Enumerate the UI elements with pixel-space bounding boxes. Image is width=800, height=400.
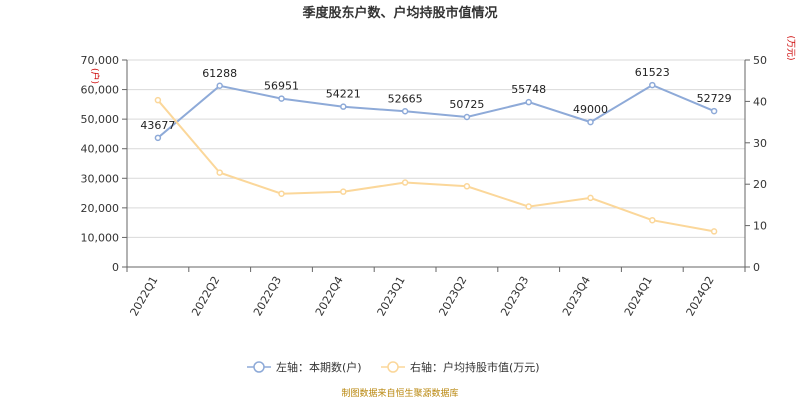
- data-point-right[interactable]: [154, 96, 162, 104]
- x-tick-label: 2022Q4: [313, 274, 346, 318]
- right-tick-label: 50: [753, 54, 767, 67]
- right-tick-label: 0: [753, 261, 760, 274]
- legend-label-left-series: 左轴：本期数(户): [276, 360, 362, 374]
- grid: [127, 59, 745, 268]
- data-point-right[interactable]: [278, 190, 285, 197]
- data-point-left[interactable]: [649, 81, 656, 89]
- data-point-left[interactable]: [463, 113, 471, 121]
- x-tick-label: 2023Q1: [375, 274, 408, 318]
- data-source-note: 制图数据来自恒生聚源数据库: [341, 387, 458, 399]
- left-tick-label: 20,000: [81, 202, 120, 215]
- right-tick-label: 20: [753, 178, 767, 191]
- data-label-left: 43677: [140, 119, 175, 132]
- legend-marker-left-series: [253, 361, 265, 373]
- right-tick-label: 30: [753, 137, 767, 150]
- left-axis-unit: (户): [89, 68, 101, 84]
- left-tick-label: 60,000: [81, 84, 120, 97]
- legend-marker-right-series: [387, 361, 399, 373]
- data-point-right[interactable]: [340, 188, 347, 195]
- data-point-left[interactable]: [587, 118, 594, 126]
- right-tick-label: 10: [753, 220, 767, 233]
- series-right: [154, 96, 718, 235]
- x-tick-label: 2024Q1: [622, 274, 655, 318]
- data-point-right[interactable]: [463, 183, 471, 190]
- data-label-left: 52729: [697, 92, 732, 105]
- data-label-left: 61288: [202, 67, 237, 80]
- data-point-right[interactable]: [649, 216, 656, 224]
- right-axis-ticks: 0 10 20 30 40 50: [753, 54, 767, 274]
- left-tick-label: 10,000: [81, 231, 120, 244]
- data-point-left[interactable]: [278, 95, 285, 102]
- data-point-left[interactable]: [340, 103, 347, 110]
- series-line-left: [157, 83, 715, 139]
- left-tick-label: 0: [112, 261, 119, 274]
- legend-item-left-series[interactable]: 左轴：本期数(户): [247, 360, 362, 374]
- data-point-right[interactable]: [216, 169, 223, 176]
- x-tick-label: 2022Q2: [189, 274, 222, 318]
- data-point-right[interactable]: [587, 194, 594, 202]
- data-label-left: 50725: [449, 98, 484, 111]
- legend-item-right-series[interactable]: 右轴：户均持股市值(万元): [381, 360, 540, 374]
- legend-label-right-series: 右轴：户均持股市值(万元): [410, 360, 540, 374]
- data-point-right[interactable]: [710, 228, 718, 235]
- x-tick-label: 2022Q3: [251, 274, 284, 318]
- series-left: 43677 61288 56951 54221 52665 50725 55748 49000…: [140, 66, 732, 142]
- x-axis-ticks: 2022Q1 2022Q2 2022Q3 2022Q4 2023Q1 2023Q2 2023…: [127, 274, 716, 318]
- chart-title: 季度股东户数、户均持股市值情况: [301, 5, 497, 21]
- x-tick-label: 2023Q3: [498, 274, 531, 318]
- data-point-right[interactable]: [525, 203, 532, 210]
- left-axis-ticks: 0 10,000 20,000 30,000 40,000 50,000 60,000 70,…: [81, 54, 120, 274]
- x-tick-label: 2024Q2: [684, 274, 717, 318]
- left-tick-label: 50,000: [81, 113, 120, 126]
- legend: 左轴：本期数(户) 右轴：户均持股市值(万元): [247, 360, 540, 374]
- left-tick-label: 40,000: [81, 143, 120, 156]
- data-label-left: 61523: [635, 66, 670, 79]
- data-point-left[interactable]: [525, 98, 532, 106]
- series-line-right: [157, 99, 715, 233]
- data-point-left[interactable]: [401, 108, 409, 115]
- series-layer: 43677 61288 56951 54221 52665 50725 55748 49000…: [140, 66, 732, 235]
- left-tick-label: 30,000: [81, 172, 120, 185]
- data-point-left[interactable]: [216, 82, 223, 90]
- left-tick-label: 70,000: [81, 54, 120, 67]
- data-point-left[interactable]: [154, 134, 162, 142]
- data-label-left: 55748: [511, 83, 546, 96]
- data-label-left: 56951: [264, 80, 299, 93]
- right-axis-unit: (万元): [785, 35, 795, 60]
- x-tick-label: 2023Q2: [436, 274, 469, 318]
- right-tick-label: 40: [753, 95, 767, 108]
- data-label-left: 49000: [573, 103, 608, 116]
- x-tick-label: 2023Q4: [560, 274, 593, 318]
- data-point-right[interactable]: [401, 179, 409, 186]
- axes: [122, 59, 750, 272]
- x-tick-label: 2022Q1: [127, 274, 160, 318]
- data-point-left[interactable]: [710, 107, 718, 115]
- data-label-left: 52665: [388, 92, 423, 105]
- data-label-left: 54221: [326, 88, 361, 101]
